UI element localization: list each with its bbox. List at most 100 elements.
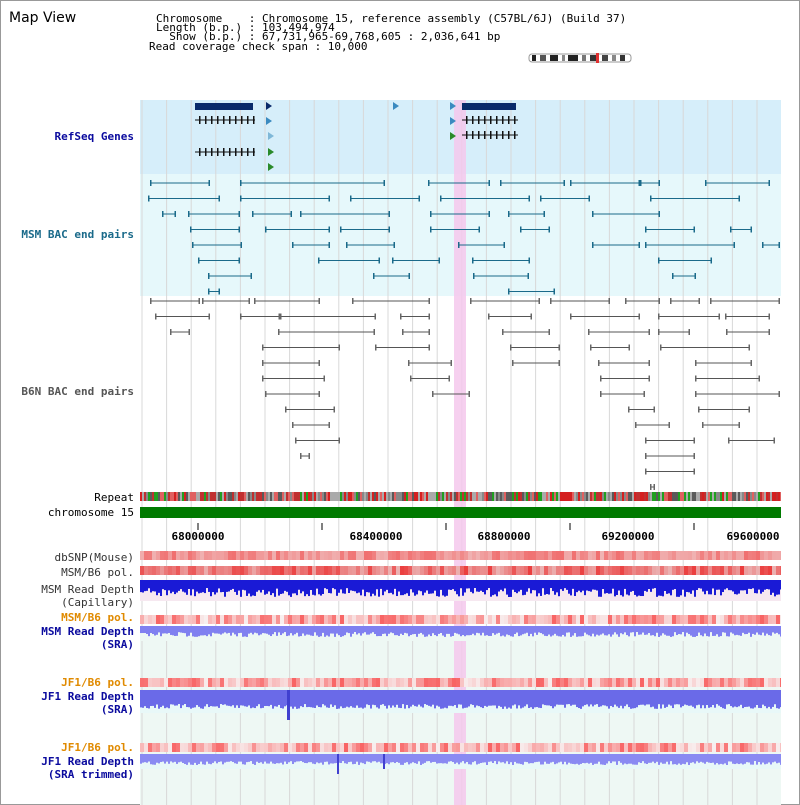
- jf1-trimmed-depth-bar: [446, 754, 448, 764]
- msm-capillary-depth-bar: [510, 580, 512, 597]
- jf1-trimmed-depth-bar: [264, 754, 266, 762]
- msm-b6-pol-cell: [484, 566, 488, 575]
- jf1-sra-depth-bar: [372, 690, 374, 705]
- msm-b6-pol-cell: [304, 566, 308, 575]
- jf1-trimmed-depth-bar: [596, 754, 598, 764]
- msm-b6-pol-cell: [444, 566, 448, 575]
- bac-end: [265, 391, 267, 397]
- refseq-genes-label[interactable]: RefSeq Genes: [54, 130, 134, 143]
- chromosome-ideogram[interactable]: [528, 52, 634, 64]
- jf1-trimmed-depth-bar: [362, 754, 364, 764]
- bac-end: [468, 391, 470, 397]
- jf1-sra-depth-bar: [564, 690, 566, 708]
- msm-sra-depth-bar: [400, 626, 402, 634]
- repeat-segment: [752, 492, 754, 501]
- dbsnp-cell: [680, 551, 684, 560]
- repeat-segment: [700, 492, 702, 501]
- jf1-trimmed-depth-bar: [608, 754, 610, 762]
- dbsnp-cell: [264, 551, 268, 560]
- jf1-sra-depth-bar: [524, 690, 526, 707]
- msm-b6-pol-cell: [568, 615, 572, 624]
- bac-end: [458, 242, 460, 248]
- msm-b6-pol-cell: [256, 615, 260, 624]
- jf1-sra-depth-bar: [284, 690, 286, 707]
- msm-sra-depth-bar: [630, 626, 632, 633]
- jf1-b6-pol-cell: [700, 743, 704, 752]
- jf1-trimmed-depth-bar: [508, 754, 510, 765]
- msm-capillary-depth-bar: [302, 580, 304, 592]
- repeat-segment: [766, 492, 768, 501]
- msm-sra-depth-bar: [724, 626, 726, 633]
- jf1-trimmed-depth-bar: [232, 754, 234, 762]
- msm-capillary-depth-bar: [746, 580, 748, 594]
- msm-capillary-depth-bar: [338, 580, 340, 593]
- dbsnp-cell: [480, 551, 484, 560]
- msm-b6-pol-cell: [268, 566, 272, 575]
- msm-sra-depth-bar: [172, 626, 174, 636]
- repeat-segment: [282, 492, 284, 501]
- msm-sra-depth-bar: [474, 626, 476, 636]
- jf1-trimmed-depth-bar: [530, 754, 532, 764]
- msm-sra-depth-bar: [510, 626, 512, 637]
- msm-capillary-depth-bar: [194, 580, 196, 597]
- strand-arrow: [393, 102, 399, 110]
- msm-b6-pol-cell: [596, 615, 600, 624]
- jf1-b6-pol-cell: [396, 678, 400, 687]
- bac-end: [718, 313, 720, 320]
- b6n-bac-end-pairs-label[interactable]: B6N BAC end pairs: [21, 385, 134, 398]
- jf1-sra-depth-bar: [432, 690, 434, 705]
- depth-tracks: [140, 580, 781, 774]
- exon-mark: [241, 148, 243, 156]
- repeat-segment: [526, 492, 528, 501]
- bac-end: [570, 180, 572, 186]
- repeat-segment: [420, 492, 422, 501]
- msm-capillary-depth-bar: [406, 580, 408, 594]
- repeat-segment: [184, 492, 186, 501]
- repeat-segment: [476, 492, 478, 501]
- msm-sra-depth-bar: [388, 626, 390, 634]
- bac-end: [208, 273, 210, 279]
- msm-capillary-depth-bar: [720, 580, 722, 596]
- msm-sra-depth-bar: [696, 626, 698, 637]
- jf1-sra-depth-bar: [722, 690, 724, 709]
- jf1-trimmed-depth-bar: [694, 754, 696, 764]
- jf1-sra-depth-bar: [538, 690, 540, 708]
- msm-b6-pol-cell: [180, 615, 184, 624]
- repeat-segment: [488, 492, 490, 501]
- msm-capillary-depth-bar: [174, 580, 176, 595]
- repeat-segment: [230, 492, 232, 501]
- msm-b6-pol-cell: [684, 615, 688, 624]
- bac-end: [635, 422, 637, 428]
- dbsnp-cell: [352, 551, 356, 560]
- repeat-segment: [286, 492, 288, 501]
- msm-bac-end-pairs-label[interactable]: MSM BAC end pairs: [21, 228, 134, 241]
- jf1-sra-depth-bar: [268, 690, 270, 707]
- dbsnp-cell: [280, 551, 284, 560]
- jf1-trimmed-depth-bar: [768, 754, 770, 763]
- bac-end: [285, 406, 287, 413]
- msm-b6-pol-cell: [776, 615, 780, 624]
- dbsnp-cell: [236, 551, 240, 560]
- msm-b6-pol-cell: [236, 566, 240, 575]
- jf1-trimmed-depth-bar: [612, 754, 614, 762]
- jf1-sra-depth-bar: [412, 690, 414, 705]
- repeat-segment: [394, 492, 396, 501]
- jf1-b6-pol-cell: [492, 678, 496, 687]
- jf1-sra-depth-bar: [594, 690, 596, 705]
- msm-sra-depth-bar: [648, 626, 650, 634]
- msm-capillary-depth-bar: [604, 580, 606, 594]
- msm-capillary-depth-bar: [734, 580, 736, 595]
- msm-b6-pol-cell: [468, 615, 472, 624]
- jf1-trimmed-depth-bar: [408, 754, 410, 765]
- msm-capillary-depth-bar: [306, 580, 308, 595]
- msm-sra-depth-bar: [764, 626, 766, 636]
- bac-end: [693, 437, 695, 444]
- msm-sra-depth-bar: [240, 626, 242, 633]
- jf1-sra-depth-bar: [272, 690, 274, 709]
- jf1-b6-pol-cell: [408, 678, 412, 687]
- repeat-segment: [530, 492, 532, 501]
- msm-b6-pol-cell: [528, 615, 532, 624]
- msm-capillary-depth-bar: [588, 580, 590, 592]
- bac-end: [693, 226, 695, 233]
- genome-track-canvas[interactable]: 68000000 68400000 68800000 69200000 6960…: [140, 60, 781, 805]
